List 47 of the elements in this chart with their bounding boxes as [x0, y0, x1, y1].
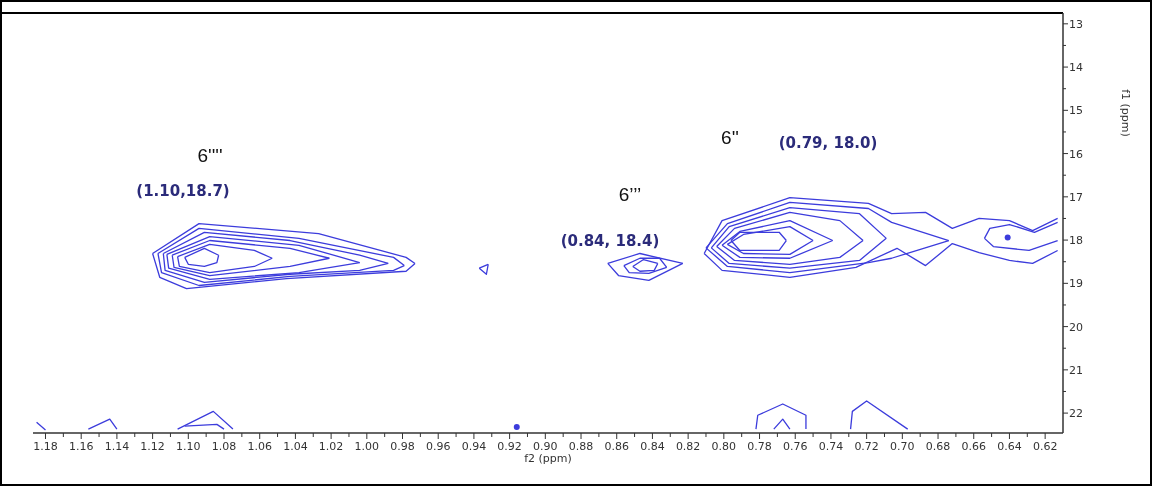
- y-tick-label: 20: [1069, 320, 1083, 334]
- x-tick-label: 0.84: [640, 440, 665, 453]
- x-tick-label: 0.66: [961, 440, 986, 453]
- x-tick-label: 0.92: [497, 440, 522, 453]
- x-tick-label: 0.82: [675, 440, 701, 453]
- y-tick-label: 21: [1069, 363, 1083, 377]
- x-tick-label: 1.00: [354, 440, 380, 453]
- annotation: (1.10,18.7): [136, 182, 230, 200]
- y-tick-label: 19: [1069, 277, 1083, 291]
- x-tick-label: 0.94: [461, 440, 487, 453]
- annotation: (0.79, 18.0): [778, 134, 878, 152]
- x-tick-label: 0.88: [568, 440, 594, 453]
- annotation: 6'''': [197, 145, 223, 166]
- x-tick-label: 1.18: [33, 440, 58, 453]
- y-tick-label: 13: [1069, 17, 1083, 31]
- y-tick-label: 14: [1069, 61, 1083, 75]
- annotation: 6’’’: [618, 184, 642, 205]
- x-tick-label: 0.78: [747, 440, 772, 453]
- y-tick-label: 18: [1069, 234, 1083, 248]
- x-tick-label: 0.70: [890, 440, 915, 453]
- x-tick-label: 0.68: [925, 440, 951, 453]
- x-tick-label: 0.62: [1032, 440, 1058, 453]
- x-axis-title: f2 (ppm): [524, 452, 572, 465]
- x-tick-label: 1.14: [104, 440, 130, 453]
- y-tick-label: 15: [1069, 104, 1083, 118]
- x-tick-label: 0.72: [854, 440, 879, 453]
- annotation: (0.84, 18.4): [560, 232, 660, 250]
- x-tick-label: 1.06: [247, 440, 272, 453]
- y-tick-label: 17: [1069, 190, 1083, 204]
- x-tick-label: 0.76: [782, 440, 808, 453]
- x-tick-label: 0.96: [425, 440, 451, 453]
- x-tick-label: 1.02: [318, 440, 344, 453]
- x-tick-label: 0.90: [533, 440, 558, 453]
- y-tick-label: 22: [1069, 407, 1083, 421]
- y-tick-label: 16: [1069, 147, 1083, 161]
- x-tick-label: 1.12: [140, 440, 165, 453]
- x-tick-label: 0.74: [818, 440, 844, 453]
- x-tick-label: 0.98: [390, 440, 415, 453]
- y-axis-title: f1 (ppm): [1119, 89, 1132, 137]
- x-tick-label: 1.10: [176, 440, 201, 453]
- x-tick-label: 1.08: [211, 440, 237, 453]
- x-tick-label: 0.86: [604, 440, 629, 453]
- annotation: 6'': [721, 127, 739, 148]
- x-tick-label: 1.04: [283, 440, 308, 453]
- x-tick-label: 0.80: [711, 440, 737, 453]
- x-tick-label: 0.64: [997, 440, 1022, 453]
- x-tick-label: 1.16: [68, 440, 94, 453]
